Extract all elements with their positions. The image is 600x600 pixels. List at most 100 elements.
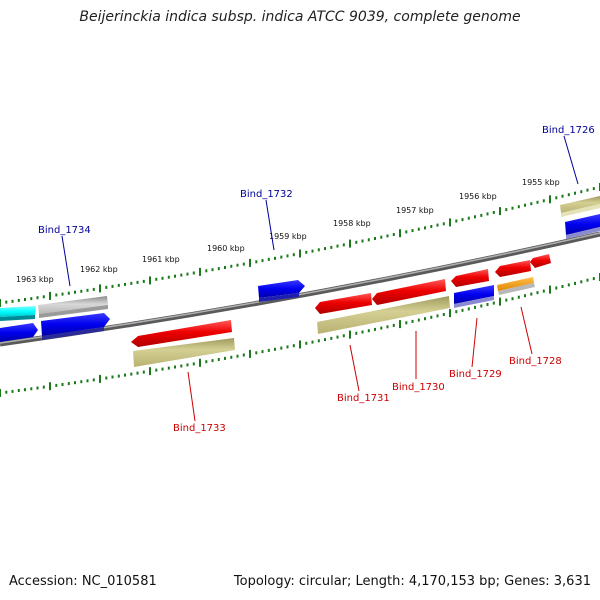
outer-tick xyxy=(167,275,170,279)
inner-tick xyxy=(0,389,1,397)
inner-tick xyxy=(355,331,358,335)
inner-tick xyxy=(586,278,589,282)
outer-tick xyxy=(142,279,145,283)
inner-tick xyxy=(442,313,445,316)
outer-tick xyxy=(442,222,445,226)
outer-tick xyxy=(274,256,276,260)
outer-tick xyxy=(430,225,433,228)
inner-tick xyxy=(555,286,558,290)
gene-bind-1728[interactable] xyxy=(495,254,551,295)
outer-tick xyxy=(99,284,101,293)
inner-tick xyxy=(142,370,145,374)
outer-tick xyxy=(86,288,89,292)
kbp-label-1955: 1955 kbp xyxy=(522,178,560,187)
inner-tick xyxy=(467,307,470,311)
outer-tick xyxy=(211,268,214,272)
gene-blue-1729-region[interactable] xyxy=(454,285,494,308)
kbp-label-1957: 1957 kbp xyxy=(396,206,434,215)
gene-cyan-left[interactable] xyxy=(0,306,36,321)
kbp-label-1961: 1961 kbp xyxy=(142,255,180,264)
outer-tick xyxy=(586,188,589,192)
gene-bind-1731[interactable] xyxy=(315,293,372,314)
inner-tick xyxy=(411,319,414,323)
inner-tick xyxy=(399,320,401,329)
gene-khaki-top-right[interactable] xyxy=(560,196,600,217)
leader-lines xyxy=(61,135,579,422)
outer-tick xyxy=(267,257,270,261)
gene-bind-1732[interactable] xyxy=(258,280,305,302)
inner-tick xyxy=(49,382,51,391)
label-bind-1731[interactable]: Bind_1731 xyxy=(337,393,390,404)
outer-tick xyxy=(317,248,320,252)
outer-tick xyxy=(249,258,251,267)
outer-tick xyxy=(417,227,420,231)
inner-tick xyxy=(492,301,495,305)
outer-tick xyxy=(292,253,295,257)
outer-tick xyxy=(136,280,139,284)
outer-tick xyxy=(111,284,114,288)
outer-tick xyxy=(342,243,345,247)
outer-tick xyxy=(405,230,408,234)
outer-tick xyxy=(411,229,414,233)
outer-tick xyxy=(130,281,133,285)
inner-tick xyxy=(199,358,201,367)
gene-blue-reverse-2[interactable] xyxy=(41,313,110,340)
inner-tick xyxy=(61,383,64,386)
kbp-label-1963: 1963 kbp xyxy=(16,275,54,284)
label-bind-1728[interactable]: Bind_1728 xyxy=(509,356,562,367)
inner-tick xyxy=(205,360,208,364)
label-bind-1732[interactable]: Bind_1732 xyxy=(240,189,293,200)
gene-bind-1730[interactable] xyxy=(317,279,450,334)
inner-tick xyxy=(99,374,101,383)
outer-tick xyxy=(455,219,458,223)
inner-tick xyxy=(455,310,458,314)
outer-tick xyxy=(349,239,351,248)
outer-tick xyxy=(49,291,51,300)
outer-tick xyxy=(280,255,283,259)
inner-tick xyxy=(230,355,233,359)
inner-tick xyxy=(567,283,570,287)
outer-tick xyxy=(255,260,258,264)
label-bind-1726[interactable]: Bind_1726 xyxy=(542,125,595,136)
outer-tick xyxy=(199,267,201,276)
label-bind-1729[interactable]: Bind_1729 xyxy=(449,369,502,380)
inner-tick xyxy=(517,295,520,299)
inner-tick-marks xyxy=(0,273,600,397)
label-bind-1730[interactable]: Bind_1730 xyxy=(392,382,445,393)
outer-tick xyxy=(436,223,439,227)
outer-tick xyxy=(230,264,233,268)
inner-tick xyxy=(155,368,158,372)
inner-tick xyxy=(180,364,183,368)
inner-tick xyxy=(36,386,39,390)
outer-tick xyxy=(155,277,158,281)
outer-tick xyxy=(261,259,264,263)
outer-tick xyxy=(517,205,520,209)
inner-tick xyxy=(80,380,83,384)
outer-tick xyxy=(305,250,308,254)
outer-tick xyxy=(30,297,33,301)
inner-tick xyxy=(161,367,164,371)
inner-tick xyxy=(424,317,426,321)
gene-blue-1726-region[interactable] xyxy=(565,214,600,239)
inner-tick xyxy=(236,354,239,358)
outer-tick xyxy=(67,291,70,295)
outer-tick xyxy=(399,229,401,238)
outer-tick xyxy=(236,263,239,267)
label-bind-1734[interactable]: Bind_1734 xyxy=(38,225,91,236)
gene-bind-1734[interactable] xyxy=(38,296,108,318)
gene-bind-1733[interactable] xyxy=(131,320,235,367)
gene-blue-left-reverse[interactable] xyxy=(0,323,38,342)
outer-tick xyxy=(80,289,83,293)
inner-tick xyxy=(86,379,89,383)
label-bind-1733[interactable]: Bind_1733 xyxy=(173,423,226,434)
outer-tick xyxy=(505,208,508,212)
inner-tick xyxy=(286,345,289,349)
gene-bind-1729[interactable] xyxy=(451,269,489,287)
outer-tick xyxy=(24,298,26,301)
outer-tick xyxy=(17,298,20,302)
outer-tick xyxy=(567,193,570,197)
inner-tick xyxy=(436,314,439,318)
inner-tick xyxy=(192,362,195,366)
outer-tick xyxy=(424,226,426,230)
